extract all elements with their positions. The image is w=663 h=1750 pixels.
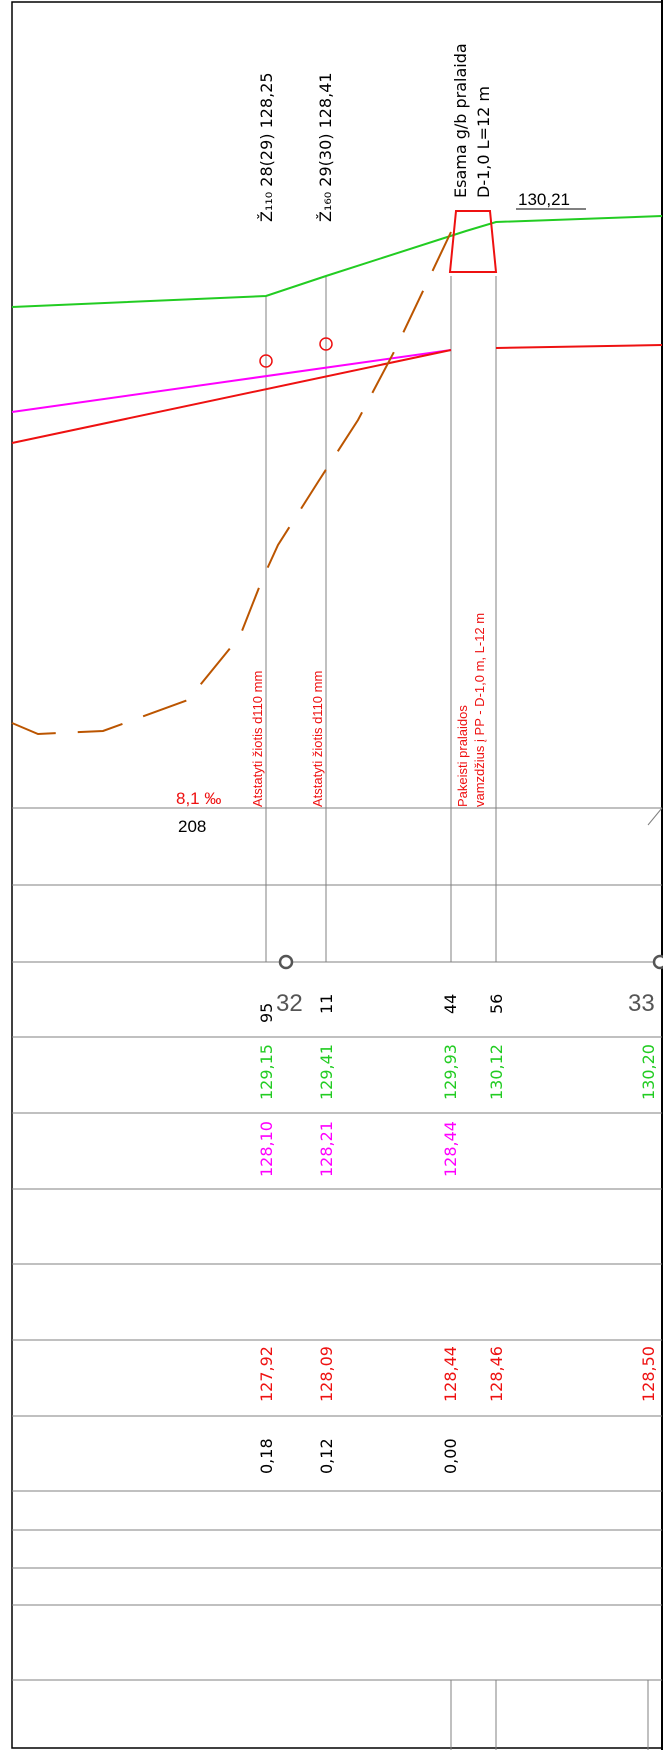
ground-level: 130,12 (487, 1044, 506, 1100)
culvert-symbol (450, 211, 496, 272)
survey-point-2 (654, 956, 663, 968)
culvert-spec: D-1,0 L=12 m (474, 86, 493, 198)
pipe-level: 128,44 (441, 1346, 460, 1402)
level-label: 130,21 (518, 190, 570, 209)
depth-value: 0,12 (317, 1438, 336, 1474)
ground-level: 130,20 (639, 1044, 658, 1100)
depth-value: 0,18 (257, 1438, 276, 1474)
pipe-line-left (12, 350, 451, 443)
restore-note-2: Atstatyti žiotis d110 mm (310, 671, 325, 807)
pipe-level: 128,09 (317, 1346, 336, 1402)
magenta-level: 128,10 (257, 1121, 276, 1177)
slope-length: 208 (178, 817, 206, 836)
pipe-level: 128,50 (639, 1346, 658, 1402)
ground-level: 129,41 (317, 1044, 336, 1100)
distance-value-large: 32 (276, 990, 303, 1017)
ground-level: 129,15 (257, 1044, 276, 1100)
pipe-level: 128,46 (487, 1346, 506, 1402)
distance-value: 56 (487, 994, 506, 1014)
table-grid (12, 808, 662, 1680)
replace-note-1: Pakeisti pralaidos (455, 705, 470, 807)
pipe-level: 127,92 (257, 1346, 276, 1402)
drawing-frame (12, 2, 662, 1748)
depth-value: 0,00 (441, 1438, 460, 1474)
distance-value-large: 33 (628, 990, 655, 1017)
ground-level: 129,93 (441, 1044, 460, 1100)
brown-dashed-curve (12, 232, 451, 734)
manhole-label-2: Ž₁₆₀ 29(30) 128,41 (316, 72, 335, 222)
pipe-line-right (496, 345, 662, 348)
distance-value: 44 (441, 994, 460, 1014)
survey-point-1 (280, 956, 292, 968)
magenta-level: 128,44 (441, 1121, 460, 1177)
manhole-label-1: Ž₁₁₀ 28(29) 128,25 (257, 72, 276, 222)
distance-value: 11 (317, 994, 336, 1014)
magenta-level: 128,21 (317, 1121, 336, 1177)
replace-note-2: vamzdžius į PP - D-1,0 m, L-12 m (472, 613, 487, 807)
restore-note-1: Atstatyti žiotis d110 mm (250, 671, 265, 807)
slope-grade: 8,1 ‰ (176, 789, 221, 808)
magenta-line (12, 350, 451, 412)
distance-value: 95 (257, 1003, 276, 1023)
culvert-title: Esama g/b pralaida (451, 43, 470, 198)
ground-line (12, 216, 662, 307)
